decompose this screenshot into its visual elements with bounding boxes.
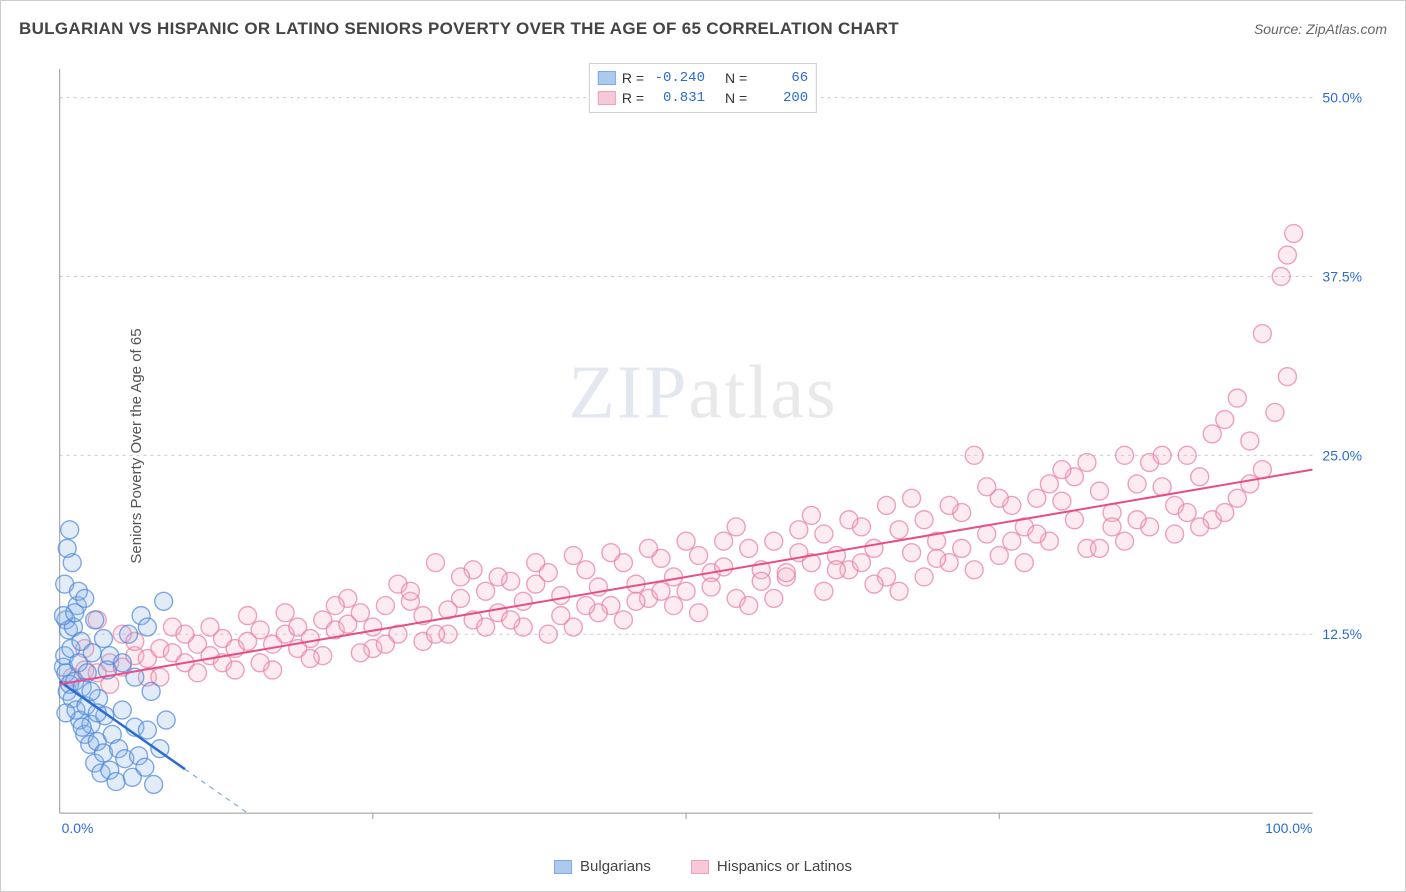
legend-swatch-bulgarians [554, 860, 572, 874]
chart-container: BULGARIAN VS HISPANIC OR LATINO SENIORS … [0, 0, 1406, 892]
stats-row-hispanics: R = 0.831 N = 200 [598, 88, 808, 108]
svg-text:12.5%: 12.5% [1322, 626, 1362, 642]
n-value-hispanics: 200 [753, 90, 808, 106]
legend-label-bulgarians: Bulgarians [580, 858, 651, 875]
scatter-plot-svg: 12.5% 25.0% 37.5% 50.0% 0.0% 100.0% [51, 61, 1375, 841]
svg-text:0.0%: 0.0% [62, 820, 94, 836]
swatch-bulgarians [598, 71, 616, 85]
n-value-bulgarians: 66 [753, 70, 808, 86]
r-value-hispanics: 0.831 [650, 90, 705, 106]
chart-title: BULGARIAN VS HISPANIC OR LATINO SENIORS … [19, 19, 899, 39]
r-label: R = [622, 70, 644, 86]
legend-label-hispanics: Hispanics or Latinos [717, 858, 852, 875]
n-label: N = [725, 70, 747, 86]
legend-swatch-hispanics [691, 860, 709, 874]
svg-text:100.0%: 100.0% [1265, 820, 1312, 836]
plot-area: 12.5% 25.0% 37.5% 50.0% 0.0% 100.0% [51, 61, 1375, 841]
legend-item-bulgarians: Bulgarians [554, 858, 651, 875]
r-value-bulgarians: -0.240 [650, 70, 705, 86]
swatch-hispanics [598, 91, 616, 105]
r-label: R = [622, 90, 644, 106]
title-bar: BULGARIAN VS HISPANIC OR LATINO SENIORS … [19, 19, 1387, 39]
stats-legend-box: R = -0.240 N = 66 R = 0.831 N = 200 [589, 63, 817, 113]
svg-text:50.0%: 50.0% [1322, 90, 1362, 106]
n-label: N = [725, 90, 747, 106]
legend-item-hispanics: Hispanics or Latinos [691, 858, 852, 875]
svg-text:37.5%: 37.5% [1322, 268, 1362, 284]
svg-text:25.0%: 25.0% [1322, 447, 1362, 463]
source-label: Source: ZipAtlas.com [1254, 21, 1387, 37]
stats-row-bulgarians: R = -0.240 N = 66 [598, 68, 808, 88]
bottom-legend: Bulgarians Hispanics or Latinos [554, 858, 852, 875]
